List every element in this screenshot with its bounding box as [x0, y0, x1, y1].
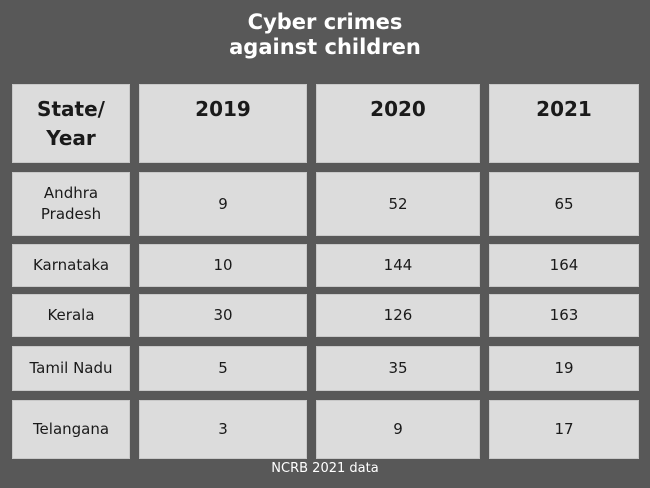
value-cell: 30: [139, 294, 307, 337]
state-name: Andhra Pradesh: [40, 184, 102, 223]
value-cell: 3: [139, 400, 307, 459]
chart-title: Cyber crimes against children: [0, 10, 650, 60]
state-cell: Andhra Pradesh: [12, 172, 130, 236]
state-name: Tamil Nadu: [29, 359, 113, 377]
value-cell: 17: [489, 400, 639, 459]
state-cell: Kerala: [12, 294, 130, 337]
state-cell: Telangana: [12, 400, 130, 459]
state-name: Kerala: [47, 306, 95, 324]
value-cell: 126: [316, 294, 480, 337]
header-cell-2021: 2021: [489, 84, 639, 163]
value-cell: 19: [489, 346, 639, 391]
value-cell: 9: [139, 172, 307, 236]
header-state-year-line: Year: [46, 126, 96, 150]
value-cell: 10: [139, 244, 307, 287]
value-cell: 5: [139, 346, 307, 391]
value-cell: 35: [316, 346, 480, 391]
state-cell: Tamil Nadu: [12, 346, 130, 391]
value-cell: 52: [316, 172, 480, 236]
header-state-year-line: State/: [37, 97, 105, 121]
chart-title-line-1: Cyber crimes: [247, 10, 403, 34]
source-note: NCRB 2021 data: [271, 461, 379, 476]
chart-title-line-2: against children: [229, 35, 421, 59]
value-cell: 65: [489, 172, 639, 236]
value-cell: 163: [489, 294, 639, 337]
value-cell: 164: [489, 244, 639, 287]
state-name: Karnataka: [32, 256, 110, 274]
state-cell: Karnataka: [12, 244, 130, 287]
header-cell-state-year: State/Year: [12, 84, 130, 163]
header-cell-2020: 2020: [316, 84, 480, 163]
value-cell: 144: [316, 244, 480, 287]
value-cell: 9: [316, 400, 480, 459]
header-cell-2019: 2019: [139, 84, 307, 163]
state-name: Telangana: [32, 420, 110, 438]
